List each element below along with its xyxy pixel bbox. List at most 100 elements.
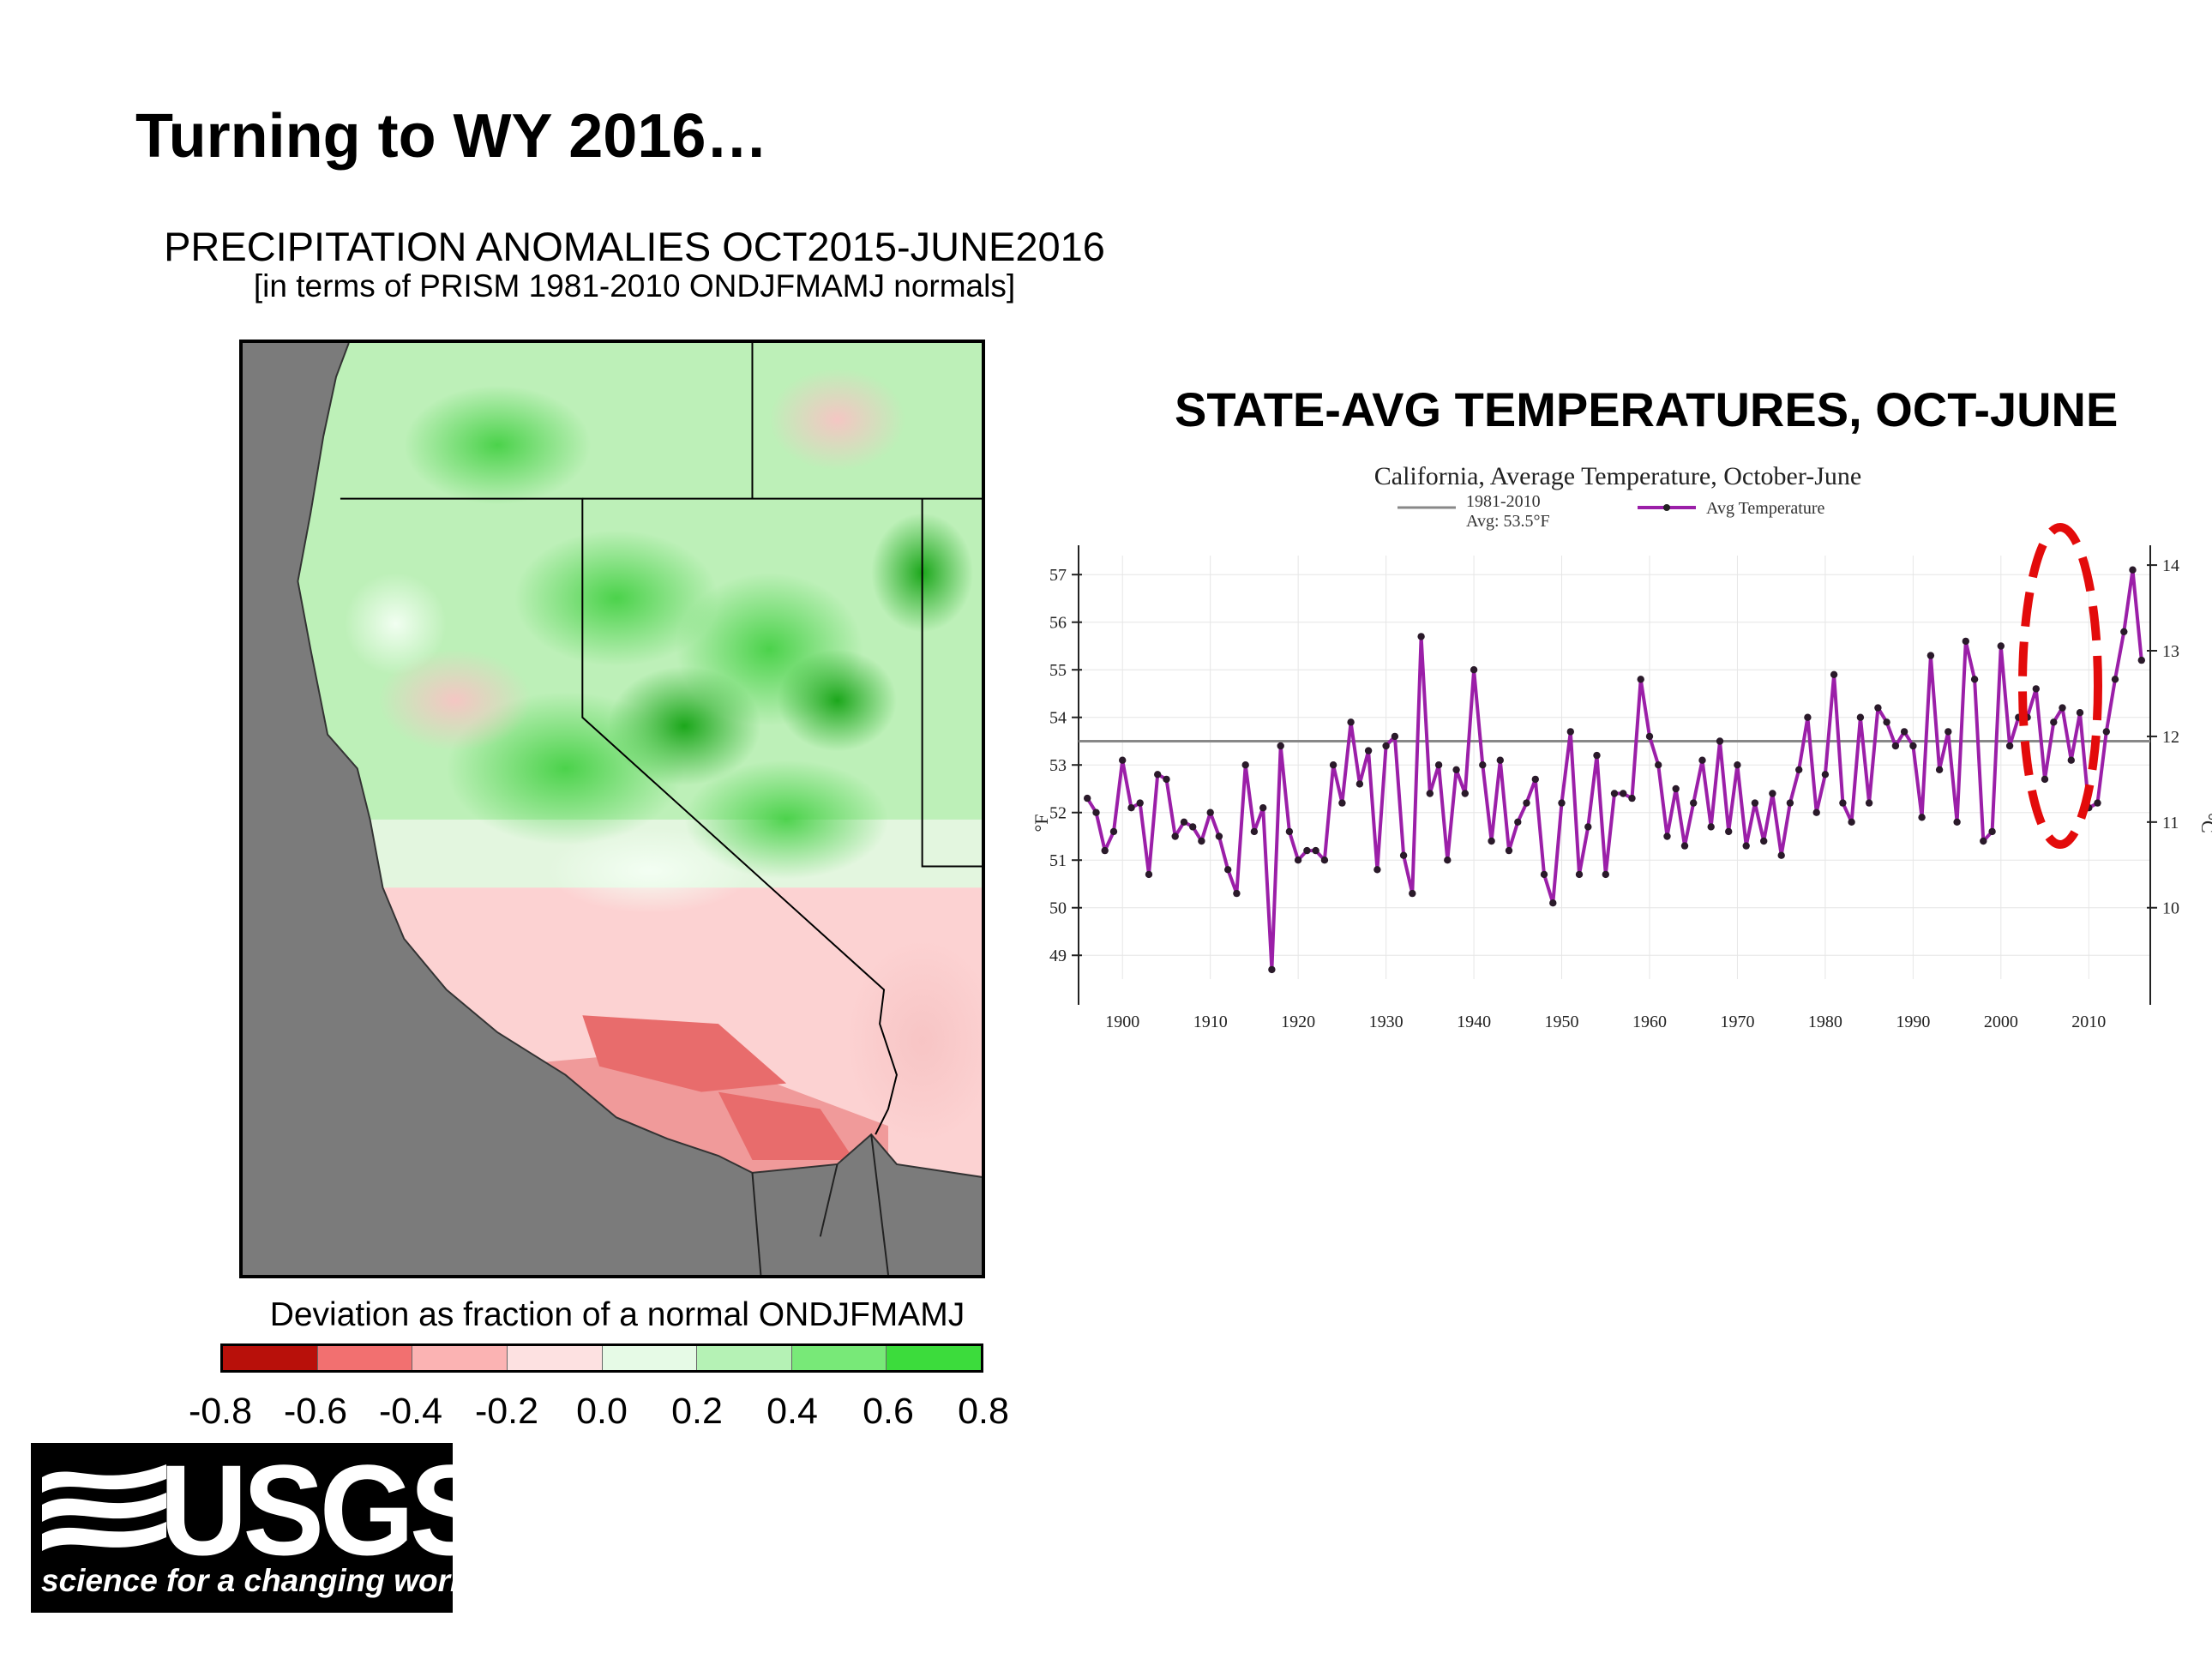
data-point — [1672, 784, 1680, 793]
data-point — [1426, 790, 1434, 797]
chart-heading: STATE-AVG TEMPERATURES, OCT-JUNE — [1175, 382, 2119, 436]
colorbar-tick-label: 0.8 — [958, 1391, 1009, 1432]
colorbar-segment — [791, 1346, 887, 1370]
data-point — [1391, 732, 1399, 741]
data-point — [1136, 799, 1144, 807]
precipitation-anomaly-map — [239, 340, 985, 1278]
y2-axis-ticks: 10 11 12 13 14 — [2147, 556, 2179, 918]
data-point — [2005, 742, 2014, 750]
usgs-logo: USGS science for a changing world — [31, 1443, 453, 1613]
data-point — [1716, 737, 1724, 745]
colorbar-tick-label: 0.4 — [766, 1391, 818, 1432]
usgs-wordmark: USGS — [159, 1443, 453, 1582]
y-tick-label: 51 — [1049, 851, 1067, 870]
data-point — [1839, 799, 1847, 807]
data-point — [1127, 804, 1135, 812]
y-tick-label: 49 — [1049, 947, 1067, 965]
data-point — [2120, 628, 2128, 635]
x-tick-label: 1930 — [1369, 1013, 1404, 1031]
data-point — [1470, 666, 1478, 674]
y2-axis-label: °C — [2197, 813, 2212, 833]
data-point — [1962, 637, 1969, 646]
data-point — [1444, 857, 1452, 864]
data-point — [1198, 837, 1205, 845]
data-point — [2032, 685, 2040, 693]
data-point — [1189, 823, 1197, 831]
x-tick-label: 2010 — [2071, 1013, 2106, 1031]
x-tick-label: 1970 — [1720, 1013, 1754, 1031]
x-tick-label: 1940 — [1457, 1013, 1491, 1031]
data-point — [1760, 837, 1768, 845]
data-point — [1620, 790, 1627, 797]
y-tick-label: 53 — [1049, 756, 1067, 775]
data-point — [1531, 775, 1539, 784]
data-point — [1909, 742, 1917, 750]
x-tick-label: 1920 — [1281, 1013, 1315, 1031]
data-point — [1997, 642, 2005, 650]
data-point — [1084, 794, 1091, 802]
data-point — [1575, 870, 1584, 879]
colorbar-tick-label: 0.0 — [576, 1391, 628, 1432]
data-point — [1891, 742, 1900, 750]
data-point — [1224, 866, 1232, 874]
map-subtitle: [in terms of PRISM 1981-2010 ONDJFMAMJ n… — [253, 268, 1016, 304]
colorbar-tick-label: -0.8 — [188, 1391, 253, 1432]
data-point — [1180, 818, 1188, 826]
data-point — [1610, 790, 1619, 797]
data-point — [1268, 965, 1276, 974]
data-point — [1154, 771, 1162, 778]
data-point — [1303, 846, 1311, 855]
colorbar-segment — [507, 1346, 603, 1370]
data-point — [1399, 851, 1408, 859]
data-point — [1945, 728, 1952, 736]
data-point — [1734, 761, 1741, 769]
data-point — [1373, 866, 1381, 874]
colorbar-segment — [602, 1346, 698, 1370]
data-point — [1259, 804, 1267, 812]
y-tick-label: 56 — [1049, 614, 1067, 633]
y2-tick-label: 10 — [2162, 899, 2179, 918]
data-point — [1488, 837, 1495, 845]
data-point — [1514, 818, 1522, 826]
data-point — [1593, 751, 1601, 760]
colorbar-tick-label: -0.4 — [378, 1391, 443, 1432]
data-point — [1558, 799, 1566, 807]
data-point — [1707, 823, 1715, 831]
y-tick-label: 55 — [1049, 661, 1067, 680]
data-point — [1865, 799, 1873, 807]
colorbar-tick-label: 0.2 — [671, 1391, 723, 1432]
data-point — [2129, 566, 2137, 574]
colorbar-segment — [887, 1346, 981, 1370]
data-point — [1364, 747, 1373, 754]
data-point — [2050, 718, 2058, 726]
data-point — [1628, 794, 1636, 802]
map-image — [243, 343, 982, 1275]
data-point — [1417, 633, 1425, 640]
data-point — [1479, 761, 1487, 769]
data-point — [2076, 709, 2084, 717]
data-point — [1926, 652, 1935, 659]
data-point — [1320, 857, 1329, 864]
y2-tick-label: 13 — [2162, 642, 2179, 661]
data-point — [2059, 704, 2066, 712]
data-point — [1725, 827, 1733, 836]
y-axis-label: °F — [1031, 814, 1052, 832]
data-point — [1452, 766, 1460, 773]
colorbar-title: Deviation as fraction of a normal ONDJFM… — [269, 1296, 965, 1333]
data-point — [1294, 857, 1302, 864]
y-tick-label: 57 — [1049, 566, 1067, 585]
x-tick-label: 1950 — [1545, 1013, 1579, 1031]
data-point — [1786, 799, 1794, 807]
x-tick-label: 1960 — [1632, 1013, 1667, 1031]
data-point — [2111, 676, 2119, 683]
data-point — [1953, 818, 1961, 826]
data-point — [1988, 827, 1996, 836]
map-title: PRECIPITATION ANOMALIES OCT2015-JUNE2016 — [164, 224, 1105, 269]
chart-title: California, Average Temperature, October… — [1374, 462, 1861, 490]
colorbar-segment — [412, 1346, 508, 1370]
data-point — [1347, 718, 1355, 726]
data-point — [2041, 775, 2049, 784]
data-point — [1856, 713, 1865, 721]
data-point — [1338, 799, 1346, 807]
data-point — [1171, 833, 1179, 840]
